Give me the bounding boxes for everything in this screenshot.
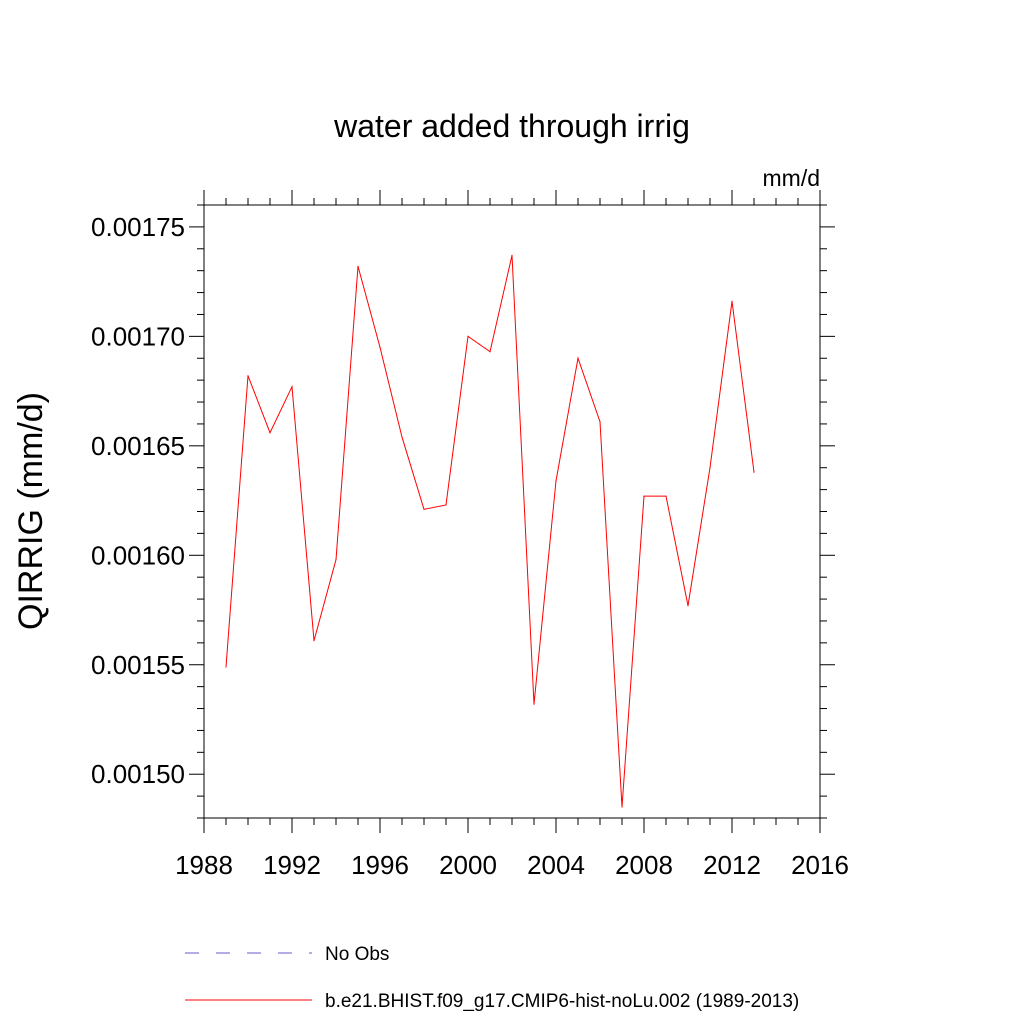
data-point [445,504,447,506]
y-tick-label: 0.00155 [91,650,185,680]
x-tick-label: 2004 [527,850,585,880]
y-tick-label: 0.00160 [91,540,185,570]
y-tick-label: 0.00165 [91,431,185,461]
data-point [709,467,711,469]
data-point [687,605,689,607]
axis-ticks [189,190,835,833]
data-point [511,254,513,256]
data-point [621,806,623,808]
y-tick-label: 0.00150 [91,759,185,789]
plot-frame [203,204,821,819]
data-point [335,559,337,561]
data-point [643,495,645,497]
series-layer [225,254,755,808]
data-point [291,386,293,388]
legend: No Obs b.e21.BHIST.f09_g17.CMIP6-hist-noL… [185,944,799,1012]
series-line [225,255,755,808]
chart-title: water added through irrig [333,108,690,144]
x-tick-label: 2012 [703,850,761,880]
data-point [313,640,315,642]
legend-label: b.e21.BHIST.f09_g17.CMIP6-hist-noLu.002 … [325,991,799,1012]
x-tick-label: 1988 [175,850,233,880]
x-tick-label: 2008 [615,850,673,880]
data-point [533,703,535,705]
data-point [467,335,469,337]
y-tick-label: 0.00170 [91,321,185,351]
data-point [247,375,249,377]
data-point [401,436,403,438]
data-point [489,351,491,353]
x-tick-label: 1992 [263,850,321,880]
units-label: mm/d [763,165,821,191]
x-tick-label: 2000 [439,850,497,880]
x-tick-label: 1996 [351,850,409,880]
data-point [753,471,755,473]
data-point [599,421,601,423]
data-point [731,300,733,302]
y-axis-label: QIRRIG (mm/d) [12,392,50,630]
data-point [665,495,667,497]
legend-label: No Obs [325,944,389,965]
data-point [269,432,271,434]
data-point [577,357,579,359]
x-tick-label: 2016 [791,850,849,880]
y-tick-label: 0.00175 [91,212,185,242]
data-point [555,480,557,482]
data-point [423,508,425,510]
data-point [379,346,381,348]
tick-labels: 1988 1992 1996 2000 2004 2008 2012 2016 0.00150 0… [91,212,849,880]
data-point [357,265,359,267]
data-point [225,666,227,668]
